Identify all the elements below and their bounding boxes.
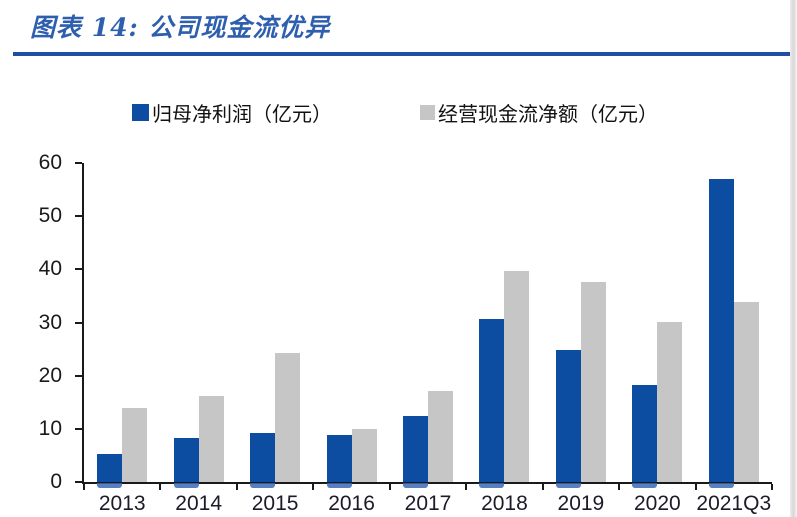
bar-net-profit-2014	[173, 437, 199, 488]
bar-net-profit-2015	[250, 432, 276, 488]
bar-bottom-shadow	[555, 483, 581, 488]
x-axis-tick	[771, 484, 773, 490]
x-axis-tick	[235, 484, 238, 490]
bar-operating-cashflow-2016	[351, 428, 377, 482]
y-axis-tick	[75, 215, 82, 218]
y-axis-tick	[75, 374, 82, 377]
bar-bottom-shadow	[708, 483, 734, 488]
x-axis-tick	[618, 484, 621, 490]
bar-bottom-shadow	[403, 483, 428, 488]
legend-item-net-profit: 归母净利润（亿元）	[132, 98, 332, 127]
page-edge-strip	[790, 0, 797, 517]
legend-swatch-operating-cashflow	[420, 105, 435, 120]
bar-operating-cashflow-2014	[198, 396, 224, 482]
bar-operating-cashflow-2020	[657, 321, 683, 482]
y-axis-tick	[75, 268, 82, 271]
y-axis-tick	[75, 481, 82, 483]
x-axis-tick	[388, 484, 391, 490]
bar-bottom-shadow	[97, 483, 123, 488]
y-axis-tick-label: 0	[50, 470, 62, 493]
x-axis-category-label: 2014	[175, 492, 223, 515]
bar-net-profit-2017	[403, 415, 428, 488]
x-axis-tick	[312, 484, 315, 490]
bar-bottom-shadow	[173, 483, 199, 488]
bar-net-profit-2013	[97, 454, 123, 488]
y-axis-tick-label: 10	[38, 416, 62, 440]
bar-net-profit-2019	[555, 349, 581, 488]
legend-item-operating-cashflow: 经营现金流净额（亿元）	[420, 98, 658, 127]
y-axis-tick	[75, 427, 82, 430]
bar-chart-plot-area: 0 10 20 30 40 50 60 2013 2014 2015 2016 2017 2018 201…	[39, 151, 773, 515]
bar-operating-cashflow-2018	[504, 271, 530, 482]
bar-net-profit-2020	[632, 384, 658, 488]
x-axis-tick	[159, 484, 162, 490]
bar-bottom-shadow	[326, 483, 352, 488]
x-axis-tick	[83, 484, 85, 490]
y-axis-tick	[75, 321, 82, 324]
legend-label-operating-cashflow: 经营现金流净额（亿元）	[438, 104, 658, 126]
x-axis-tick	[541, 484, 544, 490]
figure-title: 图表 14: 公司现金流优异	[30, 13, 331, 42]
bar-net-profit-2016	[326, 434, 352, 488]
bar-bottom-shadow	[479, 483, 505, 488]
x-axis-category-label: 2018	[481, 492, 528, 515]
y-axis-tick	[75, 162, 82, 164]
y-axis-tick-label: 50	[38, 204, 62, 228]
y-axis-tick-label: 60	[38, 151, 62, 174]
legend-label-net-profit: 归母净利润（亿元）	[152, 104, 332, 126]
x-axis-category-label: 2019	[557, 492, 605, 515]
title-divider-rule	[13, 52, 790, 56]
bar-operating-cashflow-2015	[275, 353, 301, 482]
x-axis-tick	[465, 484, 468, 490]
x-axis-category-label: 2021Q3	[696, 492, 772, 515]
bar-net-profit-2021Q3	[708, 179, 734, 488]
bar-operating-cashflow-2017	[428, 391, 453, 482]
bar-bottom-shadow	[632, 483, 658, 488]
y-axis-tick-label: 40	[38, 257, 62, 281]
legend-swatch-net-profit	[132, 104, 149, 121]
bar-operating-cashflow-2021Q3	[733, 301, 759, 482]
y-axis-tick-label: 20	[38, 363, 62, 387]
bar-bottom-shadow	[250, 483, 276, 488]
x-axis-category-label: 2013	[98, 492, 146, 515]
x-axis-category-label: 2020	[633, 492, 681, 515]
chart-legend: 归母净利润（亿元） 经营现金流净额（亿元）	[0, 98, 790, 127]
x-axis-category-label: 2017	[404, 492, 452, 515]
x-axis-tick	[694, 484, 697, 490]
x-axis-category-label: 2016	[328, 492, 375, 515]
x-axis-category-label: 2015	[251, 492, 299, 515]
bar-operating-cashflow-2013	[122, 408, 148, 482]
bar-net-profit-2018	[479, 319, 505, 488]
y-axis-tick-label: 30	[38, 310, 62, 334]
bar-operating-cashflow-2019	[580, 282, 606, 482]
